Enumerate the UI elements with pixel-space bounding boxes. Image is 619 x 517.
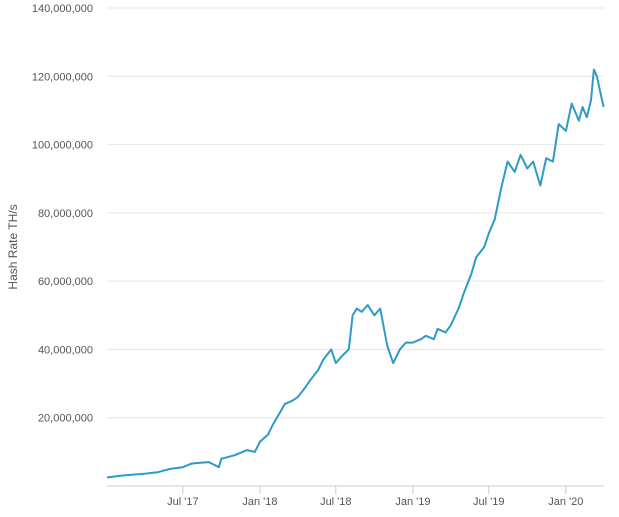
y-tick-label: 20,000,000: [38, 413, 93, 425]
hash-rate-series-line: [106, 68, 605, 479]
y-tick-label: 60,000,000: [38, 276, 93, 288]
y-tick-label: 80,000,000: [38, 208, 93, 220]
y-tick-label: 140,000,000: [32, 3, 93, 15]
y-axis-title: Hash Rate TH/s: [6, 204, 20, 289]
x-tick-label: Jan '18: [242, 496, 277, 508]
x-tick-label: Jul '19: [473, 496, 504, 508]
x-axis-ticks: Jul '17 Jan '18 Jul '18 Jan '19 Jul '19 Jan '…: [167, 486, 583, 508]
y-axis-ticks: 20,000,000 40,000,000 60,000,000 80,000,000…: [32, 3, 93, 425]
y-tick-label: 120,000,000: [32, 71, 93, 83]
y-tick-label: 100,000,000: [32, 140, 93, 152]
grid-lines: [107, 7, 604, 419]
x-tick-label: Jan '20: [548, 496, 583, 508]
y-tick-label: 40,000,000: [38, 344, 93, 356]
x-tick-label: Jan '19: [395, 496, 430, 508]
x-tick-label: Jul '17: [167, 496, 198, 508]
x-tick-label: Jul '18: [320, 496, 351, 508]
